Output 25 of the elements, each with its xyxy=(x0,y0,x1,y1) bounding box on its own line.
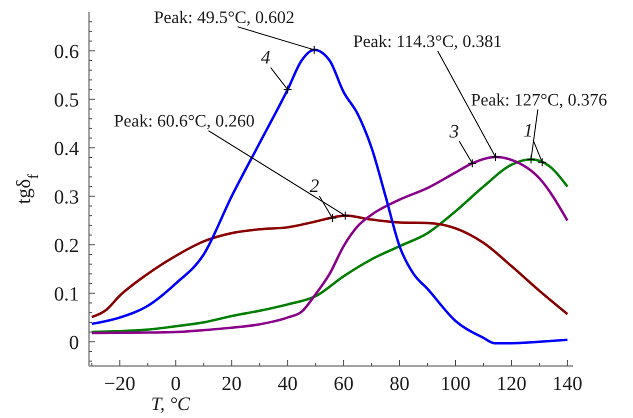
y-tick-label: 0.4 xyxy=(54,138,79,160)
annotation: Peak: 49.5°C, 0.602 xyxy=(154,6,295,27)
annotation: 4 xyxy=(260,48,271,69)
y-tick-label: 0.2 xyxy=(54,234,79,257)
x-tick-label: 140 xyxy=(552,373,582,395)
annotation: Peak: 60.6°C, 0.260 xyxy=(114,110,255,131)
annotation: Peak: 127°C, 0.376 xyxy=(470,89,608,110)
x-tick-label: 20 xyxy=(222,373,242,395)
annotation: Peak: 114.3°C, 0.381 xyxy=(353,30,502,51)
y-tick-label: 0 xyxy=(69,332,79,354)
y-tick-label: 0.5 xyxy=(54,89,79,112)
x-axis-title: T, °C xyxy=(151,394,190,415)
y-tick-label: 0.3 xyxy=(54,186,79,208)
x-tick-label: 40 xyxy=(278,373,298,395)
x-tick-label: 100 xyxy=(440,373,470,395)
y-tick-label: 0.1 xyxy=(54,283,79,306)
y-tick-label: 0.6 xyxy=(54,40,79,63)
annotation: 3 xyxy=(448,121,460,142)
x-tick-label: 60 xyxy=(334,373,354,395)
annotation: 1 xyxy=(523,120,533,142)
x-tick-label: 80 xyxy=(390,373,410,395)
annotation: 2 xyxy=(310,176,320,198)
x-tick-label: 0 xyxy=(170,373,181,395)
x-tick-label: 120 xyxy=(496,373,526,395)
x-tick-label: −20 xyxy=(104,373,136,395)
